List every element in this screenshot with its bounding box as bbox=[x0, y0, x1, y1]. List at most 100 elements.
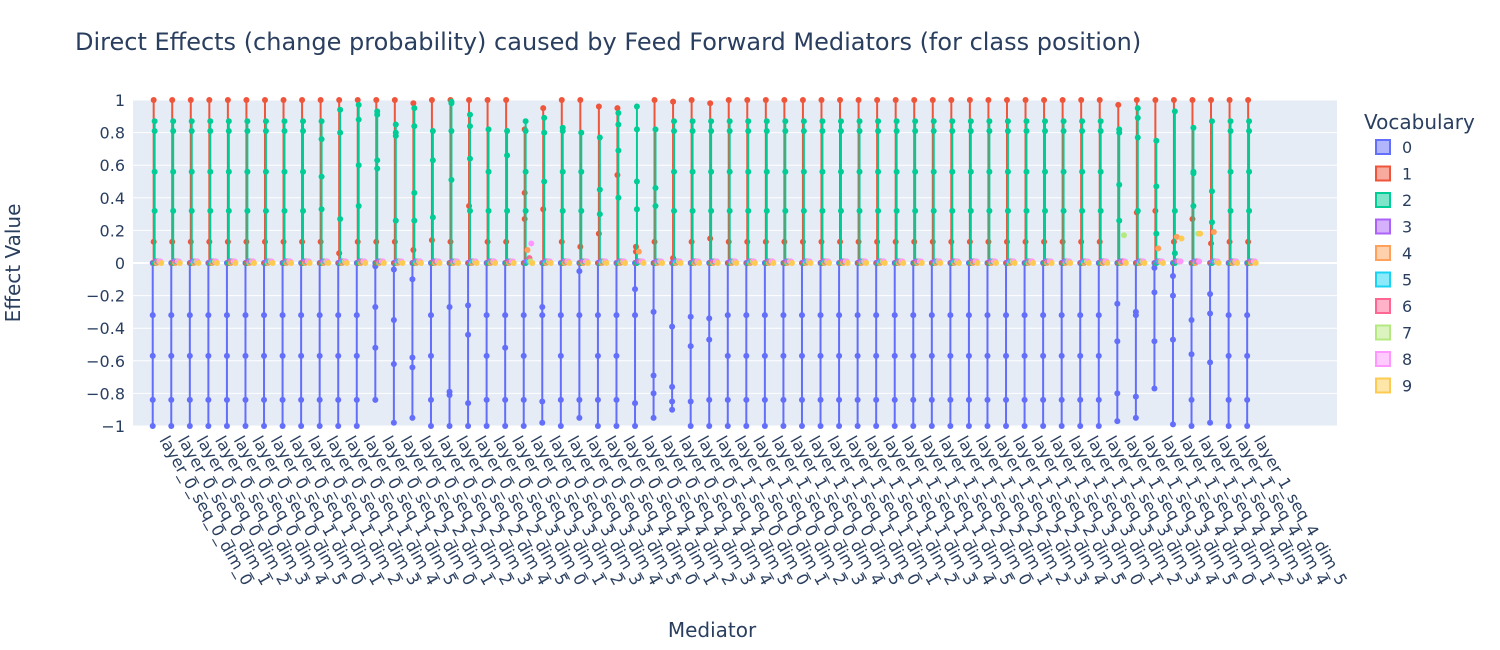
data-point[interactable] bbox=[965, 396, 972, 403]
data-point[interactable] bbox=[743, 312, 750, 319]
data-point[interactable] bbox=[780, 396, 787, 403]
data-point[interactable] bbox=[150, 97, 157, 103]
data-point[interactable] bbox=[1197, 230, 1204, 237]
data-point[interactable] bbox=[281, 127, 288, 134]
data-point[interactable] bbox=[1003, 423, 1010, 429]
data-point[interactable] bbox=[1079, 127, 1086, 134]
data-point[interactable] bbox=[1040, 312, 1047, 319]
data-point[interactable] bbox=[316, 423, 323, 429]
data-point[interactable] bbox=[819, 207, 826, 214]
data-point[interactable] bbox=[1133, 97, 1140, 103]
data-point[interactable] bbox=[232, 260, 239, 266]
data-point[interactable] bbox=[539, 312, 546, 319]
data-point[interactable] bbox=[559, 168, 566, 175]
data-point[interactable] bbox=[1141, 260, 1148, 266]
data-point[interactable] bbox=[947, 396, 954, 403]
data-point[interactable] bbox=[225, 118, 232, 125]
data-point[interactable] bbox=[763, 127, 770, 134]
data-point[interactable] bbox=[244, 207, 251, 214]
legend-item-5[interactable]: 5 bbox=[1375, 271, 1412, 290]
data-point[interactable] bbox=[818, 97, 825, 103]
data-point[interactable] bbox=[485, 207, 492, 214]
data-point[interactable] bbox=[503, 97, 510, 103]
data-point[interactable] bbox=[1227, 127, 1234, 134]
data-point[interactable] bbox=[465, 331, 472, 338]
data-point[interactable] bbox=[893, 207, 900, 214]
data-point[interactable] bbox=[650, 414, 657, 421]
data-point[interactable] bbox=[244, 168, 251, 175]
data-point[interactable] bbox=[800, 207, 807, 214]
data-point[interactable] bbox=[151, 127, 158, 134]
data-point[interactable] bbox=[576, 312, 583, 319]
data-point[interactable] bbox=[651, 97, 658, 103]
data-point[interactable] bbox=[168, 312, 175, 319]
data-point[interactable] bbox=[353, 312, 360, 319]
data-point[interactable] bbox=[733, 260, 740, 266]
data-point[interactable] bbox=[576, 396, 583, 403]
data-point[interactable] bbox=[372, 344, 379, 351]
data-point[interactable] bbox=[743, 396, 750, 403]
data-point[interactable] bbox=[411, 217, 418, 224]
data-point[interactable] bbox=[761, 396, 768, 403]
data-point[interactable] bbox=[188, 207, 195, 214]
data-point[interactable] bbox=[947, 352, 954, 359]
data-point[interactable] bbox=[633, 206, 640, 213]
data-point[interactable] bbox=[281, 168, 288, 175]
data-point[interactable] bbox=[854, 423, 861, 429]
data-point[interactable] bbox=[205, 312, 212, 319]
data-point[interactable] bbox=[855, 97, 862, 103]
data-point[interactable] bbox=[918, 260, 925, 266]
data-point[interactable] bbox=[466, 123, 473, 130]
data-point[interactable] bbox=[1169, 292, 1176, 299]
data-point[interactable] bbox=[707, 100, 714, 107]
data-point[interactable] bbox=[483, 312, 490, 319]
data-point[interactable] bbox=[1246, 168, 1253, 175]
data-point[interactable] bbox=[522, 118, 529, 125]
data-point[interactable] bbox=[149, 396, 156, 403]
data-point[interactable] bbox=[984, 352, 991, 359]
data-point[interactable] bbox=[427, 352, 434, 359]
data-point[interactable] bbox=[613, 423, 620, 429]
data-point[interactable] bbox=[1021, 312, 1028, 319]
data-point[interactable] bbox=[269, 260, 276, 266]
data-point[interactable] bbox=[613, 352, 620, 359]
data-point[interactable] bbox=[1189, 97, 1196, 103]
data-point[interactable] bbox=[355, 101, 362, 108]
data-point[interactable] bbox=[1120, 232, 1127, 239]
data-point[interactable] bbox=[594, 352, 601, 359]
data-point[interactable] bbox=[671, 118, 678, 125]
data-point[interactable] bbox=[817, 396, 824, 403]
data-point[interactable] bbox=[782, 118, 789, 125]
data-point[interactable] bbox=[578, 168, 585, 175]
data-point[interactable] bbox=[557, 396, 564, 403]
data-point[interactable] bbox=[392, 129, 399, 136]
data-point[interactable] bbox=[708, 168, 715, 175]
data-point[interactable] bbox=[782, 207, 789, 214]
data-point[interactable] bbox=[986, 168, 993, 175]
data-point[interactable] bbox=[763, 118, 770, 125]
data-point[interactable] bbox=[837, 118, 844, 125]
data-point[interactable] bbox=[594, 312, 601, 319]
data-point[interactable] bbox=[578, 129, 585, 136]
data-point[interactable] bbox=[928, 396, 935, 403]
data-point[interactable] bbox=[800, 127, 807, 134]
data-point[interactable] bbox=[504, 152, 511, 159]
data-point[interactable] bbox=[1208, 219, 1215, 226]
data-point[interactable] bbox=[1021, 423, 1028, 429]
data-point[interactable] bbox=[355, 162, 362, 169]
data-point[interactable] bbox=[325, 260, 332, 266]
data-point[interactable] bbox=[262, 168, 269, 175]
data-point[interactable] bbox=[411, 105, 418, 112]
data-point[interactable] bbox=[316, 312, 323, 319]
data-point[interactable] bbox=[205, 423, 212, 429]
data-point[interactable] bbox=[186, 352, 193, 359]
data-point[interactable] bbox=[650, 390, 657, 397]
data-point[interactable] bbox=[930, 127, 937, 134]
data-point[interactable] bbox=[390, 361, 397, 368]
data-point[interactable] bbox=[251, 260, 258, 266]
data-point[interactable] bbox=[817, 352, 824, 359]
data-point[interactable] bbox=[213, 260, 220, 266]
data-point[interactable] bbox=[279, 312, 286, 319]
data-point[interactable] bbox=[1040, 352, 1047, 359]
data-point[interactable] bbox=[1004, 168, 1011, 175]
